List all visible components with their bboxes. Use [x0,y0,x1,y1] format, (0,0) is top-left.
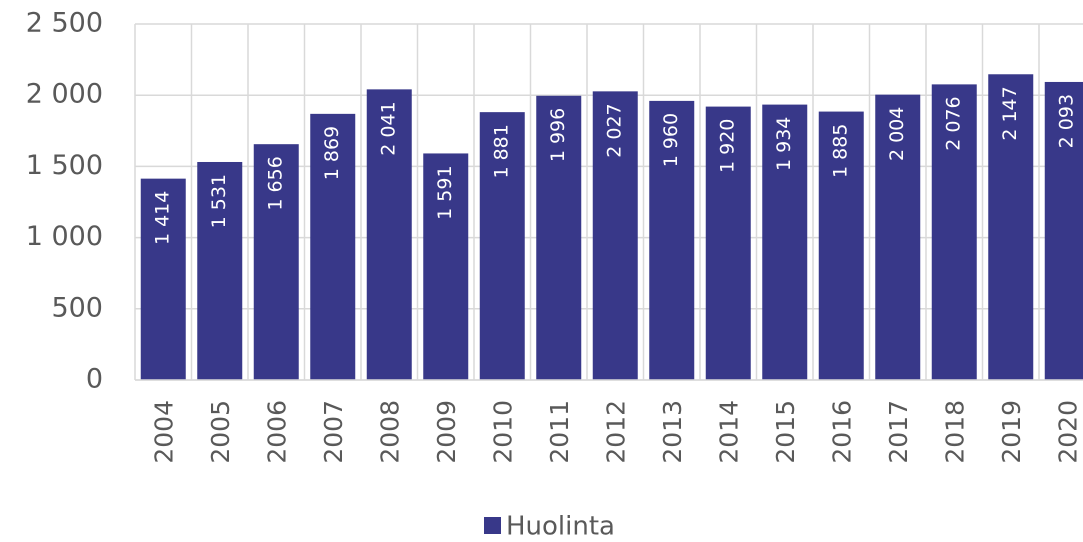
data-label: 1 869 [321,126,343,180]
bar [366,89,412,380]
bar [253,144,299,380]
data-label: 2 041 [378,101,400,155]
x-tick-label: 2009 [432,400,461,464]
x-tick-label: 2014 [714,400,743,464]
data-label: 2 093 [1056,94,1078,148]
data-label: 1 881 [491,124,513,178]
bar [1044,81,1083,381]
x-tick-label: 2010 [488,400,517,464]
y-tick-label: 0 [86,364,103,395]
data-label: 2 004 [886,107,908,161]
bar [140,178,186,380]
y-tick-label: 2 500 [26,8,103,39]
bar [818,111,864,381]
bar [310,113,356,380]
legend-swatch [484,517,501,534]
data-label: 1 960 [660,113,682,167]
bar [705,106,751,380]
bar [423,153,469,380]
data-label: 1 531 [208,174,230,228]
x-tick-label: 2012 [601,400,630,464]
x-tick-label: 2004 [149,400,178,464]
bar [875,94,921,380]
bar [649,100,695,381]
bar [988,74,1034,380]
y-tick-label: 2 000 [26,79,103,110]
x-tick-label: 2015 [771,400,800,464]
data-label: 2 076 [943,96,965,150]
x-tick-label: 2007 [319,400,348,464]
x-tick-label: 2018 [940,400,969,464]
x-tick-label: 2011 [545,400,574,464]
data-label: 1 885 [830,124,852,178]
bar [536,95,582,381]
bar [592,91,638,381]
data-label: 1 996 [547,108,569,162]
x-tick-label: 2016 [827,400,856,464]
data-label: 2 027 [604,103,626,157]
x-tick-label: 2019 [997,400,1026,464]
y-tick-label: 1 500 [26,150,103,181]
data-label: 1 934 [773,117,795,171]
data-label: 1 414 [152,191,174,245]
x-tick-label: 2020 [1053,400,1082,464]
bar [762,104,808,381]
x-tick-label: 2005 [206,400,235,464]
data-label: 1 920 [717,119,739,173]
bar [479,112,525,380]
y-tick-label: 500 [51,292,103,323]
bar [931,84,977,381]
x-tick-label: 2017 [884,400,913,464]
bar [197,161,243,380]
data-label: 1 656 [265,156,287,210]
y-tick-label: 1 000 [26,221,103,252]
data-label: 2 147 [999,86,1021,140]
x-tick-label: 2013 [658,400,687,464]
data-label: 1 591 [434,165,456,219]
legend-label: Huolinta [506,512,615,542]
x-tick-label: 2006 [262,400,291,464]
x-tick-label: 2008 [375,400,404,464]
